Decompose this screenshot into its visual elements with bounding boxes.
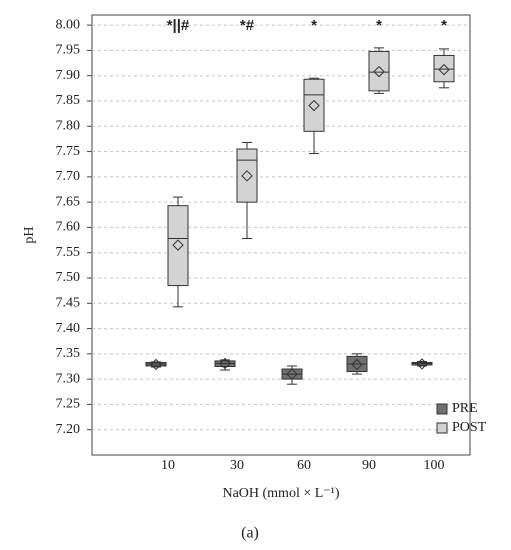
mean-marker bbox=[219, 357, 231, 370]
mean-marker bbox=[416, 358, 428, 370]
box bbox=[236, 148, 258, 203]
mean-marker bbox=[150, 358, 162, 371]
y-tick-label: 7.95 bbox=[56, 43, 81, 58]
mean-marker bbox=[308, 99, 320, 112]
mean-marker bbox=[241, 170, 253, 182]
y-tick-label: 7.80 bbox=[56, 118, 81, 133]
y-tick-label: 7.75 bbox=[56, 144, 81, 159]
x-axis-label: NaOH (mmol × L⁻¹) bbox=[222, 486, 339, 501]
x-tick-label: 60 bbox=[297, 458, 311, 473]
y-tick-label: 7.25 bbox=[56, 397, 81, 412]
y-tick-label: 8.00 bbox=[56, 17, 81, 32]
box bbox=[368, 50, 390, 92]
y-tick-label: 7.70 bbox=[56, 169, 81, 184]
y-tick-label: 7.85 bbox=[56, 93, 81, 108]
mean-marker bbox=[373, 65, 385, 78]
annotation: *# bbox=[240, 17, 255, 34]
legend-label: PRE bbox=[452, 401, 478, 416]
x-tick-label: 90 bbox=[362, 458, 376, 473]
y-tick-label: 7.30 bbox=[56, 371, 81, 386]
legend-key bbox=[436, 422, 448, 434]
y-tick-label: 7.35 bbox=[56, 346, 81, 361]
caption: (a) bbox=[241, 525, 259, 542]
y-tick-label: 7.60 bbox=[56, 220, 81, 235]
box bbox=[167, 205, 189, 287]
annotation: * bbox=[376, 17, 382, 34]
box bbox=[433, 54, 455, 83]
x-tick-label: 10 bbox=[161, 458, 175, 473]
plot-frame bbox=[91, 14, 471, 456]
mean-marker bbox=[172, 239, 184, 251]
x-tick-label: 100 bbox=[424, 458, 445, 473]
mean-marker bbox=[351, 358, 363, 371]
y-tick-label: 7.50 bbox=[56, 270, 81, 285]
y-tick-label: 7.45 bbox=[56, 295, 81, 310]
legend-label: POST bbox=[452, 420, 487, 435]
y-tick-label: 7.55 bbox=[56, 245, 81, 260]
box bbox=[303, 78, 325, 132]
annotation: *||# bbox=[167, 17, 190, 34]
y-tick-label: 7.20 bbox=[56, 422, 81, 437]
x-tick-label: 30 bbox=[230, 458, 244, 473]
annotation: * bbox=[311, 17, 317, 34]
y-tick-label: 7.40 bbox=[56, 321, 81, 336]
mean-marker bbox=[286, 368, 298, 380]
legend-key bbox=[436, 403, 448, 415]
annotation: * bbox=[441, 17, 447, 34]
mean-marker bbox=[438, 63, 450, 76]
y-tick-label: 7.65 bbox=[56, 194, 81, 209]
y-axis-label: pH bbox=[22, 226, 37, 243]
y-tick-label: 7.90 bbox=[56, 68, 81, 83]
